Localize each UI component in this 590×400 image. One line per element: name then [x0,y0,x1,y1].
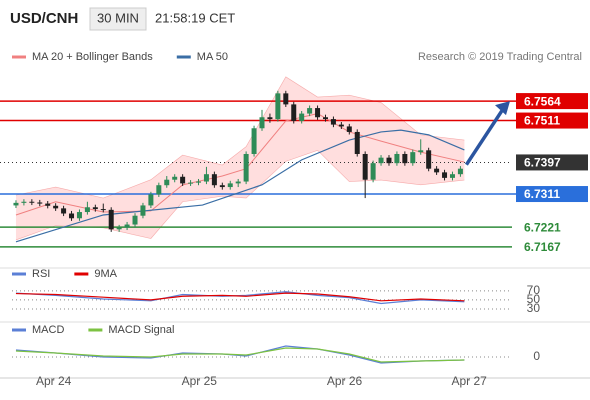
level-label: 6.7221 [524,220,561,234]
candle-body [275,93,281,120]
level-label: 6.7511 [524,114,560,128]
candle-body [196,181,202,183]
candle-body [148,194,154,206]
legend-label: 9MA [94,268,117,280]
candle-body [299,113,305,121]
candle-body [283,93,289,105]
candle-body [156,185,162,195]
candle-body [61,208,67,214]
indicator-line [15,292,465,302]
candle-body [338,124,344,127]
candle-body [330,119,336,125]
candle-body [402,153,408,164]
candle-body [92,207,98,210]
y-tick-label: 70 [527,283,541,297]
indicator-line [15,345,465,364]
interval: 30 MIN [97,10,139,25]
candle-body [418,150,424,153]
candle-body [116,227,122,230]
candle-body [37,202,43,204]
candle-body [243,153,249,182]
candle-body [124,224,130,228]
candle-body [354,131,360,154]
candle-body [307,108,313,114]
annotation: Research © 2019 Trading Central [418,51,582,63]
indicator-line [15,347,465,363]
x-tick-label: Apr 25 [182,374,218,388]
interval-box [89,7,147,31]
candle-body [53,205,59,209]
symbol: USD/CNH [10,10,78,27]
candle-body [76,212,82,219]
y-tick-label: 30 [527,301,541,315]
candle-body [203,174,209,182]
level-label: 6.7564 [524,94,561,108]
candle-body [291,104,297,121]
candle-body [267,117,273,120]
candle-body [315,108,321,118]
candle-body [211,174,217,186]
legend-label: RSI [32,268,50,280]
indicator-line [15,291,465,305]
forecast-arrowhead [495,101,510,116]
candle-body [394,153,400,164]
legend-label: MACD [32,324,64,336]
level-label: 6.7311 [524,187,560,201]
candle-body [346,126,352,132]
x-tick-label: Apr 26 [327,374,363,388]
time: 21:58:19 CET [155,10,235,25]
x-tick-label: Apr 27 [451,374,487,388]
bollinger-band [15,76,465,240]
candle-body [386,157,392,164]
x-tick-label: Apr 24 [36,374,72,388]
legend-label: MA 50 [197,51,228,63]
candle-body [21,201,27,203]
candle-body [370,163,376,180]
candle-body [259,117,265,129]
candle-body [180,176,186,184]
candle-body [108,209,114,230]
candle-body [84,207,90,213]
candle-body [426,150,432,169]
candle-body [251,128,257,154]
candle-body [434,168,440,173]
candle-body [362,153,368,180]
y-tick-label: 50 [527,292,541,306]
forecast-arrow [464,108,505,166]
bollinger-upper [15,76,465,199]
candle-body [172,176,178,180]
candle-body [132,215,138,225]
candle-body [13,202,19,206]
ma-50 [15,129,465,243]
candle-body [235,181,241,184]
candle-body [45,203,51,206]
level-box [516,186,588,203]
level-label: 6.7397 [524,156,561,170]
candle-body [100,209,106,211]
candle-body [322,117,328,120]
candle-body [140,205,146,216]
level-box [516,112,588,129]
candle-body [69,213,75,219]
candle-body [410,152,416,164]
y-tick-label: 0 [533,349,540,363]
level-label: 6.7167 [524,240,561,254]
candle-body [219,185,225,188]
candle-body [188,182,194,184]
candle-body [449,174,455,178]
level-box [516,93,588,110]
candle-body [442,172,448,178]
candle-body [378,157,384,164]
legend-label: MACD Signal [108,324,174,336]
candle-body [29,201,35,203]
legend-label: MA 20 + Bollinger Bands [32,51,153,63]
candle-body [227,183,233,188]
candle-body [457,168,463,175]
candle-body [164,179,170,186]
level-box [516,154,588,171]
